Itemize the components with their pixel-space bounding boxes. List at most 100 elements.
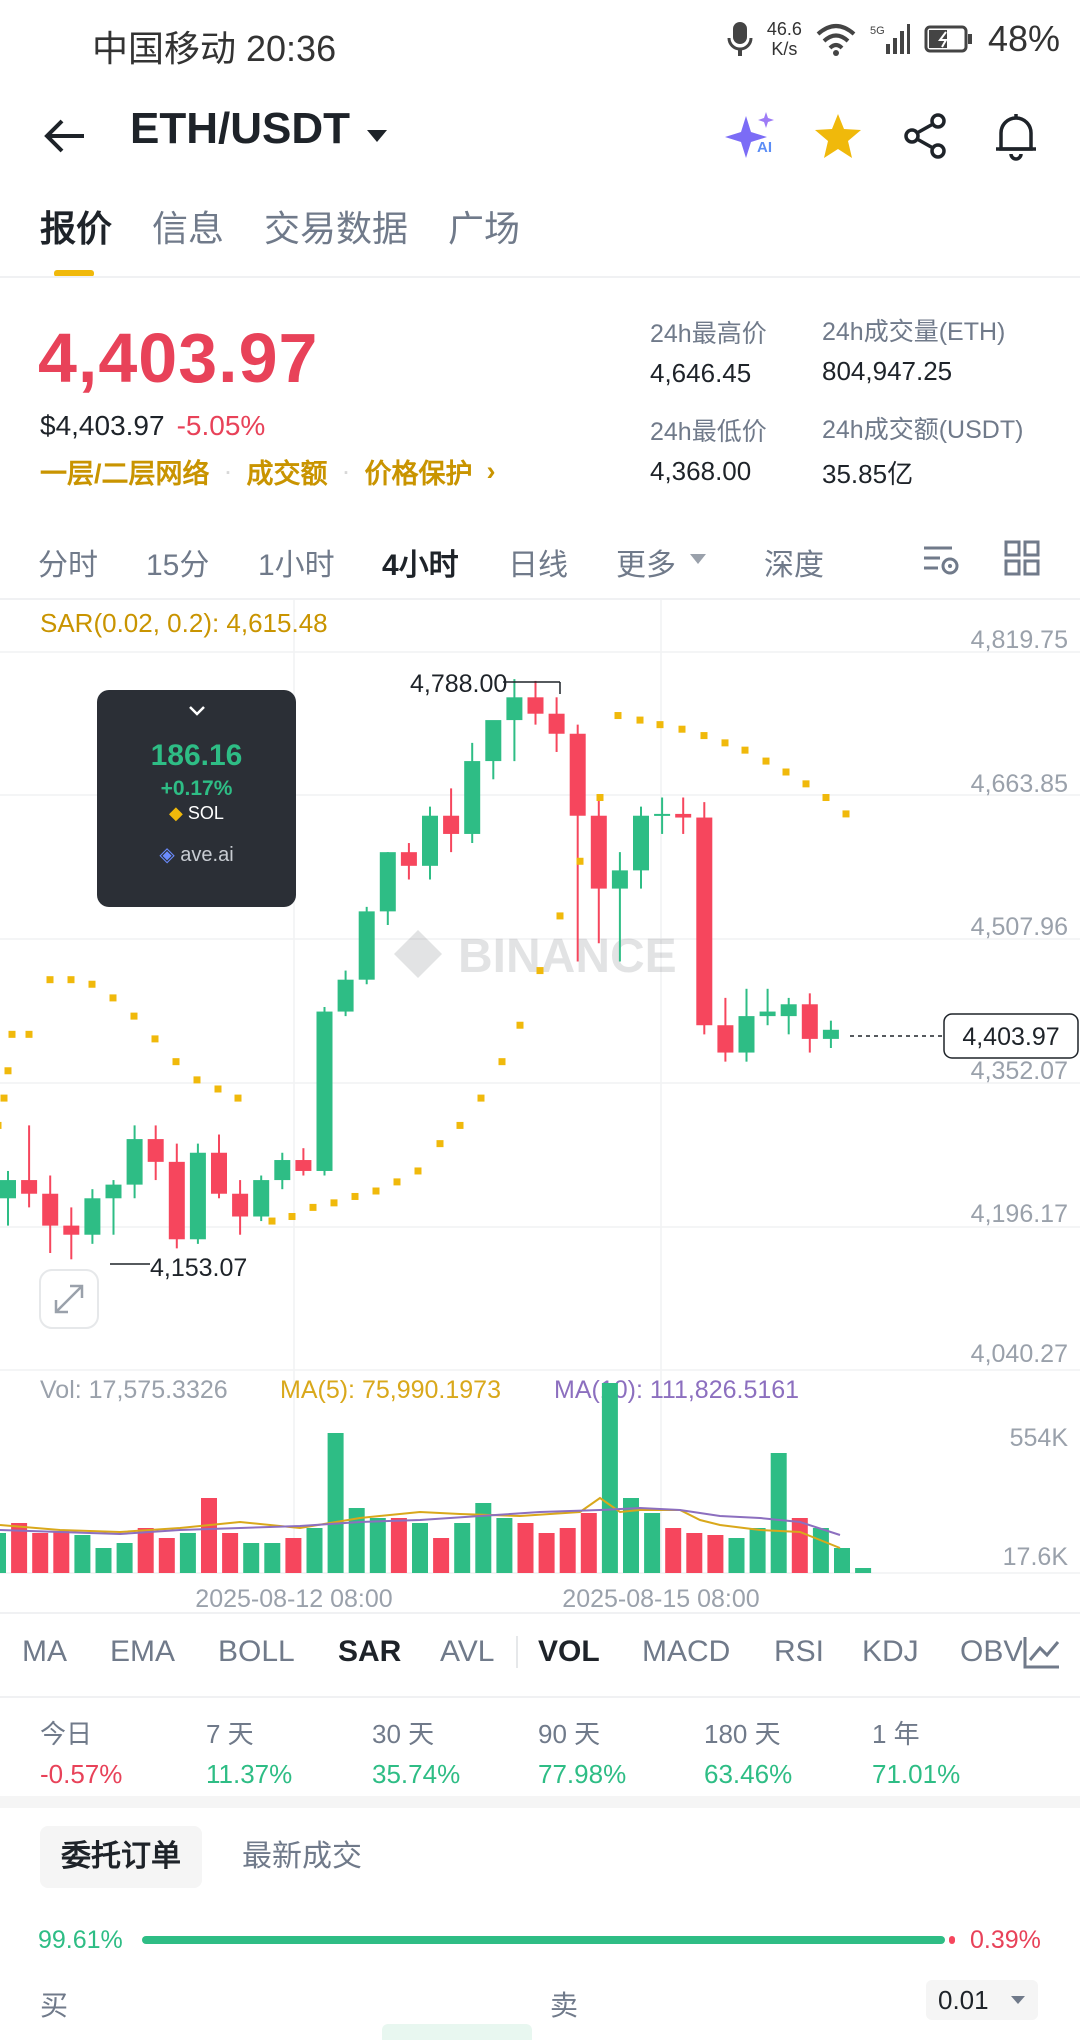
link-network[interactable]: 一层/二层网络 (40, 459, 210, 489)
precision-select[interactable]: 0.01 (926, 1980, 1038, 2020)
last-price: 4,403.97 (38, 319, 319, 397)
sar-dot (330, 1199, 338, 1207)
volume-bar (412, 1523, 428, 1573)
volume-bar (306, 1528, 323, 1573)
tab-trading-data[interactable]: 交易数据 (264, 208, 409, 249)
sar-dot (172, 1058, 180, 1066)
candle-body (63, 1225, 80, 1235)
volume-bar (285, 1538, 302, 1573)
ind-kdj[interactable]: KDJ (862, 1635, 919, 1668)
ind-macd[interactable]: MACD (642, 1635, 731, 1668)
tf-1h[interactable]: 1小时 (258, 549, 335, 582)
volume-bar (580, 1513, 597, 1573)
candle-body (548, 713, 565, 734)
candle-body (485, 720, 502, 762)
ind-ema[interactable]: EMA (110, 1635, 176, 1668)
candle-body (738, 1016, 755, 1053)
vol-ma5-line (0, 1496, 841, 1549)
pair-title[interactable]: ETH/USDT (130, 104, 350, 153)
sar-dot (556, 912, 564, 920)
volume-bar (517, 1523, 534, 1573)
volume-legend: Vol: 17,575.3326 MA(5): 75,990.1973 MA(1… (40, 1376, 799, 1404)
volume-bar (201, 1498, 217, 1573)
candle-body (780, 1004, 797, 1017)
popup-change: +0.17% (160, 777, 233, 800)
dropdown-caret-icon[interactable] (362, 108, 392, 164)
tab-recent-trades[interactable]: 最新成交 (242, 1840, 362, 1873)
sar-dot (721, 739, 729, 747)
back-arrow-icon[interactable] (36, 108, 92, 164)
tab-order-book[interactable]: 委托订单 (40, 1826, 202, 1888)
sar-dot (109, 994, 117, 1002)
candle-body (443, 815, 460, 834)
candle-body (295, 1160, 312, 1171)
candle-body (147, 1139, 164, 1162)
tf-1d[interactable]: 日线 (508, 549, 568, 582)
tf-4h[interactable]: 4小时 (382, 549, 459, 582)
sar-dot (596, 794, 604, 802)
tf-15m[interactable]: 15分 (146, 549, 210, 582)
volume-bar (812, 1528, 829, 1573)
bell-icon[interactable] (988, 108, 1044, 164)
indicator-chart-icon[interactable] (1022, 1634, 1062, 1670)
candlestick-chart[interactable]: BINANCE SAR(0.02, 0.2): 4,615.48 4,788.0… (0, 0, 1080, 1610)
sar-dot (0, 1121, 2, 1129)
svg-text:4,663.85: 4,663.85 (971, 770, 1068, 798)
tf-depth[interactable]: 深度 (764, 549, 824, 582)
high-annotation: 4,788.00 (410, 670, 561, 698)
tab-square[interactable]: 广场 (448, 208, 521, 249)
ind-vol[interactable]: VOL (538, 1635, 600, 1668)
sar-dot (309, 1203, 317, 1211)
svg-text:5G: 5G (870, 25, 885, 37)
share-icon[interactable] (898, 108, 954, 164)
volume-bar (686, 1533, 703, 1573)
sar-dot (130, 1012, 138, 1020)
ai-sparkle-icon[interactable]: AI (724, 108, 780, 164)
ind-boll[interactable]: BOLL (218, 1635, 295, 1668)
volume-bar (601, 1383, 618, 1573)
signal-icon: 5G (870, 24, 910, 54)
tab-quote[interactable]: 报价 (40, 208, 113, 249)
sar-dot (656, 721, 664, 729)
stat-24h-vol-usdt: 24h成交额(USDT) 35.85亿 (822, 416, 1024, 489)
volume-bar (11, 1523, 28, 1573)
ind-avl[interactable]: AVL (440, 1635, 495, 1668)
star-icon[interactable] (810, 108, 866, 164)
candle-body (527, 697, 544, 714)
volume-axis: 554K 17.6K (1003, 1424, 1069, 1571)
token-popup[interactable]: 186.16 +0.17% ◆ SOL ◈ ave.ai (97, 690, 296, 907)
sar-dot (678, 725, 686, 733)
chevron-right-icon[interactable]: › (486, 456, 496, 486)
tab-info[interactable]: 信息 (152, 208, 225, 249)
svg-text:AI: AI (757, 139, 772, 156)
tf-more[interactable]: 更多 (616, 549, 676, 582)
svg-text:4,403.97: 4,403.97 (962, 1023, 1059, 1051)
volume-bar (222, 1533, 239, 1573)
ind-sar[interactable]: SAR (338, 1635, 402, 1668)
battery-level: 48% (987, 18, 1060, 59)
more-caret-icon[interactable] (688, 552, 708, 566)
link-price-protection[interactable]: 价格保护 (364, 459, 473, 489)
volume-bar (264, 1543, 281, 1573)
link-turnover[interactable]: 成交额 (246, 459, 328, 489)
candle-body (316, 1011, 333, 1171)
layout-grid-icon[interactable] (1004, 540, 1040, 576)
ind-ma[interactable]: MA (22, 1635, 67, 1668)
sell-label: 卖 (550, 1990, 579, 2021)
svg-text:2025-08-15 08:00: 2025-08-15 08:00 (562, 1585, 759, 1610)
candle-body (337, 979, 354, 1012)
sar-dot (67, 976, 75, 984)
perf-today: 今日 -0.57% (40, 1719, 123, 1789)
tf-line[interactable]: 分时 (38, 549, 98, 582)
volume-bar (390, 1518, 407, 1573)
ind-rsi[interactable]: RSI (774, 1635, 825, 1668)
ind-obv[interactable]: OBV (960, 1635, 1022, 1668)
candles (0, 679, 839, 1260)
chevron-down-icon[interactable] (187, 704, 207, 718)
candle-body (211, 1152, 227, 1194)
chart-settings-icon[interactable] (922, 542, 962, 578)
expand-icon[interactable] (39, 1269, 99, 1329)
candle-body (21, 1180, 38, 1194)
candle-body (464, 761, 481, 834)
svg-text:2025-08-12 08:00: 2025-08-12 08:00 (195, 1585, 392, 1610)
